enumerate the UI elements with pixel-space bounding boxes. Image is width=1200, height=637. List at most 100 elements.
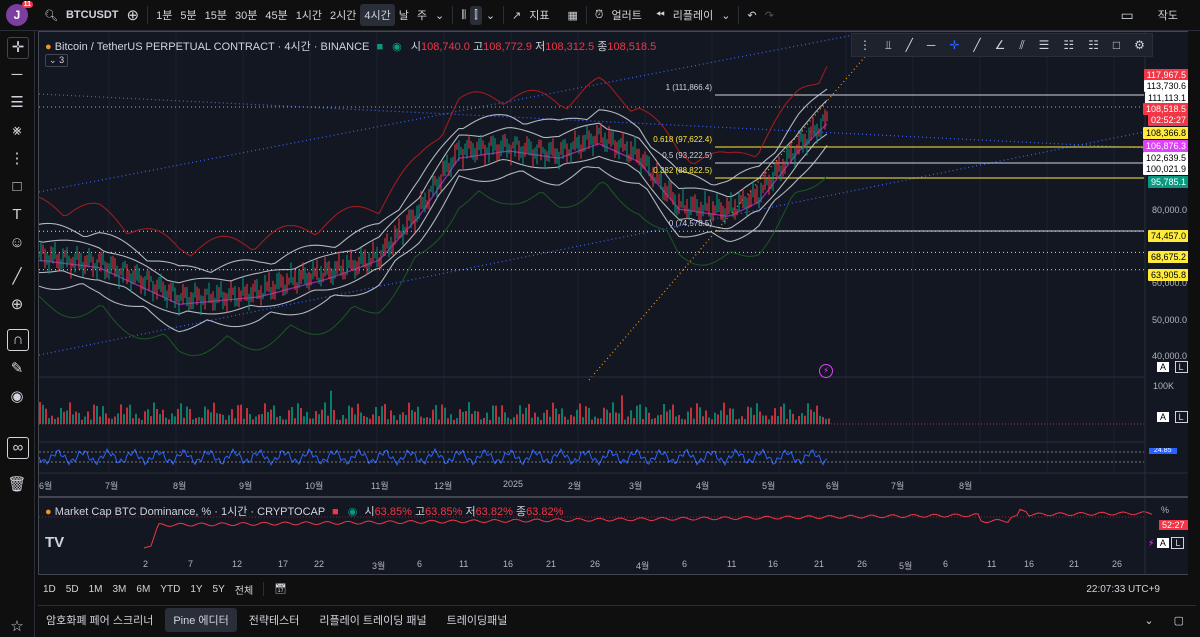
time-axis-label: 6 <box>943 559 949 569</box>
interval-30m[interactable]: 30분 <box>234 10 258 22</box>
crosshair-icon[interactable]: ✛ <box>949 38 960 52</box>
log-scale-button[interactable]: L <box>1174 361 1188 373</box>
range-ytd[interactable]: YTD <box>160 583 181 595</box>
interval-1w[interactable]: 주 <box>416 10 428 22</box>
interval-1d[interactable]: 날 <box>398 10 409 22</box>
interval-5m[interactable]: 5분 <box>180 10 197 22</box>
range-5y[interactable]: 5Y <box>212 583 225 595</box>
eye-icon[interactable]: ◉ <box>10 388 24 405</box>
volume-bar <box>624 419 626 424</box>
undo-icon[interactable]: ↶ <box>747 9 757 22</box>
main-chart-pane[interactable]: ● Bitcoin / TetherUS PERPETUAL CONTRACT … <box>38 31 1198 497</box>
interval-1m[interactable]: 1분 <box>156 10 173 22</box>
range-5d[interactable]: 5D <box>65 583 79 595</box>
chevron-down-icon[interactable]: ⌄ <box>721 9 731 22</box>
crosshair-icon[interactable]: ✛ <box>7 37 29 59</box>
angle-icon[interactable]: ∠ <box>994 38 1006 52</box>
trendline-icon[interactable]: ─ <box>11 66 23 83</box>
tab-strategy-tester[interactable]: 전략테스터 <box>248 615 300 627</box>
text-icon[interactable]: T <box>12 206 22 223</box>
chevron-down-icon[interactable]: ⌄ <box>435 9 445 22</box>
indicators-button[interactable]: 지표 <box>529 10 550 22</box>
layout-menu[interactable]: 작도 <box>1157 10 1178 22</box>
drag-handle-icon[interactable]: ⋮ <box>858 38 871 52</box>
symbol-search[interactable]: BTCUSDT <box>65 9 119 21</box>
log-scale-button[interactable]: L <box>1174 411 1188 423</box>
tradingview-logo-icon[interactable]: TV <box>45 534 65 551</box>
alarm-clock-icon[interactable]: ⏰︎ <box>594 8 604 21</box>
log-scale-button[interactable]: L <box>1171 537 1185 549</box>
link-icon[interactable]: ∞ <box>7 437 29 459</box>
color-swatch-icon[interactable]: ■ <box>376 41 384 53</box>
interval-1h[interactable]: 1시간 <box>295 10 323 22</box>
ruler-icon[interactable]: ☷ <box>1088 38 1099 52</box>
dominance-chart-pane[interactable]: ● Market Cap BTC Dominance, % · 1시간 · CR… <box>38 497 1198 575</box>
volume-bar <box>354 414 356 424</box>
auto-scale-button[interactable]: A <box>1157 362 1170 372</box>
maximize-icon[interactable]: ▢ <box>1173 614 1184 627</box>
range-1y[interactable]: 1Y <box>190 583 203 595</box>
range-1m[interactable]: 1M <box>88 583 103 595</box>
tab-replay-trading[interactable]: 리플레이 트레이딩 패널 <box>319 615 427 627</box>
range-all[interactable]: 전체 <box>234 585 254 597</box>
trendline-icon[interactable]: ╱ <box>905 38 913 52</box>
prediction-icon[interactable]: ⋮ <box>9 150 25 167</box>
ruler-icon[interactable]: ╱ <box>12 268 22 285</box>
chevron-down-icon[interactable]: ⌄ <box>485 9 496 22</box>
fib-extension-icon[interactable]: ☷ <box>1063 38 1075 52</box>
add-symbol-icon[interactable]: ⊕ <box>126 7 140 24</box>
alert-button[interactable]: 얼러트 <box>611 10 642 22</box>
pattern-icon[interactable]: ⨳ <box>12 122 22 139</box>
range-3m[interactable]: 3M <box>112 583 127 595</box>
star-icon[interactable]: ☆ <box>10 618 24 635</box>
emoji-icon[interactable]: ☺ <box>9 234 25 251</box>
lightning-event-icon[interactable]: ⚡︎ <box>819 364 833 378</box>
interval-4h[interactable]: 4시간 <box>360 4 395 26</box>
zoom-icon[interactable]: ⊕ <box>10 296 24 313</box>
lock-drawing-icon[interactable]: ✎ <box>10 360 24 377</box>
templates-icon[interactable]: ▦ <box>567 9 578 22</box>
magnet-icon[interactable]: ∩ <box>7 329 29 351</box>
tab-screener[interactable]: 암호화폐 페어 스크리너 <box>46 615 154 627</box>
date-range-icon[interactable]: 📅︎ <box>274 583 287 595</box>
search-icon[interactable]: 🔍︎ <box>44 9 58 22</box>
layout-icon[interactable]: ▭ <box>1120 6 1134 23</box>
price-chart-canvas[interactable] <box>39 32 1197 496</box>
collapse-indicators-button[interactable]: ⌄ 3 <box>45 54 69 67</box>
dominance-chart-canvas[interactable] <box>39 498 1197 574</box>
lightning-event-icon[interactable]: ⚡︎ <box>1148 538 1155 548</box>
indicators-icon[interactable]: ↗ <box>512 9 522 22</box>
user-avatar[interactable]: J 11 <box>6 1 33 26</box>
auto-scale-button[interactable]: A <box>1157 412 1170 422</box>
ray-icon[interactable]: ╱ <box>973 38 981 52</box>
chevron-down-icon[interactable]: ⌄ <box>1144 614 1154 627</box>
pitchfork-icon[interactable]: ⫫ <box>884 37 892 52</box>
chart-title[interactable]: Bitcoin / TetherUS PERPETUAL CONTRACT · … <box>54 41 370 53</box>
auto-scale-button[interactable]: A <box>1156 538 1169 548</box>
fib-icon[interactable]: ☰ <box>10 94 24 111</box>
parallel-channel-icon[interactable]: ⫽ <box>1019 37 1025 52</box>
interval-45m[interactable]: 45분 <box>265 10 288 22</box>
candle-style-icon[interactable]: ⫿ <box>470 5 482 25</box>
tab-trading-panel[interactable]: 트레이딩패널 <box>446 615 508 627</box>
tab-pine-editor[interactable]: Pine 에디터 <box>165 608 237 632</box>
fib-retracement-icon[interactable]: ☰ <box>1038 38 1050 52</box>
color-swatch-icon[interactable]: ■ <box>332 506 339 518</box>
interval-15m[interactable]: 15분 <box>204 10 227 22</box>
replay-button[interactable]: 리플레이 <box>672 10 714 22</box>
dominance-title[interactable]: Market Cap BTC Dominance, % · 1시간 · CRYP… <box>54 506 325 518</box>
redo-icon[interactable]: ↷ <box>764 9 774 22</box>
shapes-icon[interactable]: □ <box>12 178 22 195</box>
settings-icon[interactable]: ⚙ <box>1134 38 1145 52</box>
rectangle-icon[interactable]: □ <box>1112 38 1121 52</box>
bar-style-icon[interactable]: ⫼ <box>461 8 467 21</box>
replay-icon[interactable]: ⏪︎ <box>655 8 665 21</box>
trash-icon[interactable]: 🗑︎ <box>7 476 27 493</box>
range-6m[interactable]: 6M <box>136 583 151 595</box>
volume-bar <box>450 414 452 424</box>
range-1d[interactable]: 1D <box>43 583 56 595</box>
volume-bar <box>528 403 530 424</box>
clock-display[interactable]: 22:07:33 UTC+9 <box>1086 583 1160 595</box>
interval-2h[interactable]: 2시간 <box>330 10 357 22</box>
horizontal-line-icon[interactable]: ─ <box>926 38 936 52</box>
